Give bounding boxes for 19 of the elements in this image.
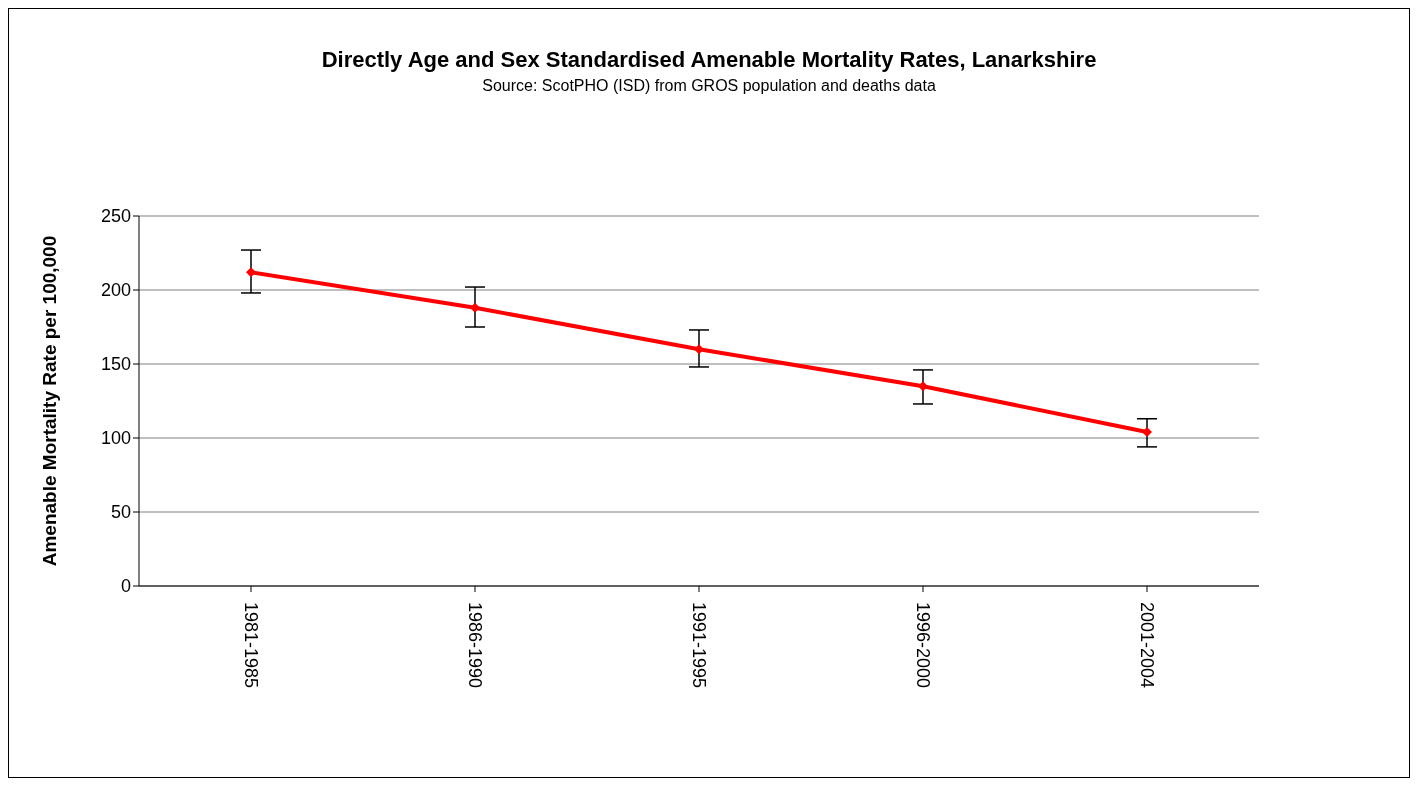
y-tick-label: 200 bbox=[100, 280, 131, 301]
y-tick-label: 250 bbox=[100, 206, 131, 227]
x-tick-label: 1986-1990 bbox=[465, 602, 485, 689]
chart-subtitle: Source: ScotPHO (ISD) from GROS population and deaths data bbox=[481, 77, 937, 95]
x-tick-label: 1981-1985 bbox=[241, 602, 261, 689]
point bbox=[470, 302, 480, 313]
chart-title: Directly Age and Sex Standardised Amenable Mortality Rates, Lanarkshire bbox=[320, 47, 1098, 73]
y-axis-title: Amenable Mortality Rate per 100,000 bbox=[38, 235, 60, 567]
point bbox=[694, 344, 704, 355]
x-tick-label: 2001-2004 bbox=[1137, 602, 1157, 689]
x-tick-label: 1996-2000 bbox=[913, 602, 933, 689]
x-tick-label: 1991-1995 bbox=[689, 602, 709, 689]
y-tick-label: 50 bbox=[110, 502, 131, 523]
y-tick-label: 100 bbox=[100, 428, 131, 449]
point bbox=[918, 381, 928, 392]
y-tick-label: 0 bbox=[120, 576, 131, 597]
point bbox=[246, 267, 256, 278]
y-tick-label: 150 bbox=[100, 354, 131, 375]
point bbox=[1142, 427, 1152, 438]
